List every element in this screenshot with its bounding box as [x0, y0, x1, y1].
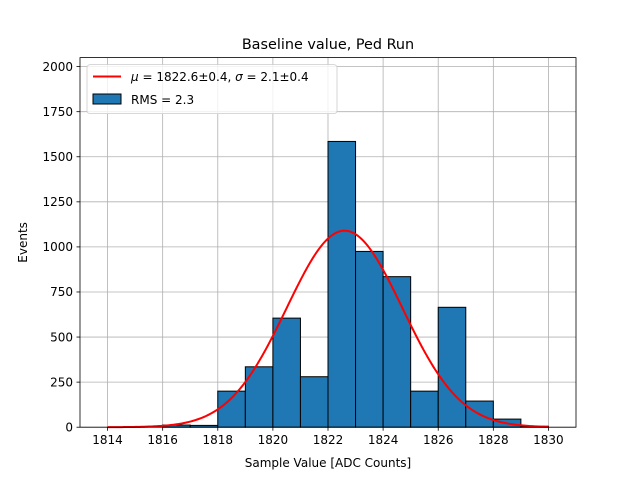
x-tick-label: 1818 — [203, 433, 234, 447]
y-axis-label: Events — [16, 222, 30, 263]
y-tick-label: 1250 — [42, 195, 73, 209]
y-tick-label: 750 — [50, 285, 73, 299]
y-tick-label: 250 — [50, 375, 73, 389]
y-tick-label: 1500 — [42, 150, 73, 164]
legend-bar-swatch — [92, 93, 122, 105]
legend-box — [86, 64, 338, 114]
x-tick-label: 1824 — [368, 433, 399, 447]
x-tick-label: 1826 — [423, 433, 454, 447]
histogram-bar — [437, 306, 467, 428]
legend-fit-label: μ = 1822.6±0.4, σ = 2.1±0.4 — [130, 70, 309, 84]
y-tick-label: 2000 — [42, 60, 73, 74]
x-tick-label: 1830 — [533, 433, 564, 447]
legend-rms-label: RMS = 2.3 — [131, 93, 194, 107]
x-tick-label: 1822 — [313, 433, 344, 447]
x-tick-label: 1828 — [478, 433, 509, 447]
axis-ticks: 1814 1816 1818 1820 1822 1824 1826 1828 1830 0 250… — [42, 60, 563, 447]
x-tick-label: 1814 — [92, 433, 123, 447]
y-tick-label: 1000 — [42, 240, 73, 254]
x-tick-label: 1820 — [258, 433, 289, 447]
y-tick-label: 500 — [50, 330, 73, 344]
histogram-bar — [327, 140, 357, 428]
histogram-bar — [410, 390, 439, 428]
histogram-bar — [299, 376, 329, 428]
chart-title: Baseline value, Ped Run — [242, 37, 414, 53]
gaussian-fit — [107, 229, 549, 429]
y-tick-label: 1750 — [42, 105, 73, 119]
histogram-bar — [355, 250, 384, 428]
histogram-bar — [217, 390, 246, 428]
x-axis-label: Sample Value [ADC Counts] — [245, 456, 411, 470]
histogram-bars — [162, 140, 549, 428]
histogram-bar — [272, 317, 301, 428]
legend: μ = 1822.6±0.4, σ = 2.1±0.4 RMS = 2.3 — [86, 64, 338, 114]
y-tick-label: 0 — [65, 420, 73, 434]
fit-curve — [107, 229, 549, 429]
x-tick-label: 1816 — [147, 433, 178, 447]
histogram-bar — [382, 276, 412, 428]
